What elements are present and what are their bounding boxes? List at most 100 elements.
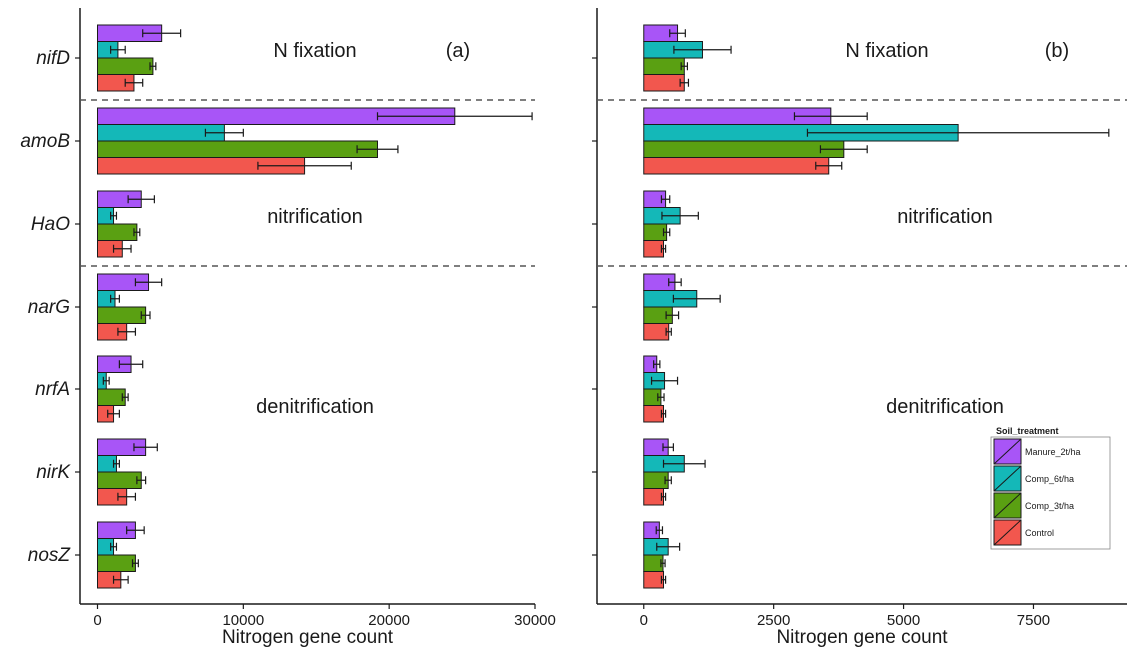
gene-label-nrfA: nrfA (35, 379, 70, 400)
error-bar (134, 278, 163, 287)
gene-label-nosZ: nosZ (28, 545, 72, 566)
error-bar (117, 492, 137, 501)
error-bar (662, 459, 706, 468)
error-bar (356, 145, 399, 154)
error-bar (117, 327, 137, 336)
error-bar (110, 294, 120, 303)
bar-nirK-control (643, 488, 665, 506)
legend-label-0: Manure_2t/ha (1025, 447, 1081, 457)
x-tick-label: 7500 (1017, 612, 1050, 629)
error-bar (668, 278, 682, 287)
panel-label: (a) (446, 40, 470, 62)
error-bar (672, 294, 721, 303)
error-bar (806, 128, 1110, 137)
bar-nosZ-control (643, 571, 665, 589)
group-annotation: nitrification (897, 206, 993, 228)
x-axis-title: Nitrogen gene count (776, 627, 948, 648)
error-bar (660, 559, 666, 568)
error-bar (673, 45, 732, 54)
bar-narG-comp-3t-ha (97, 306, 147, 324)
gene-label-HaO: HaO (31, 214, 70, 235)
bar-amoB-comp-3t-ha (643, 140, 845, 158)
error-bar (815, 161, 843, 170)
error-bar (680, 62, 689, 71)
bar-HaO-comp-3t-ha (97, 223, 138, 241)
error-bar (664, 476, 672, 485)
error-bar (102, 376, 110, 385)
group-annotation: N fixation (273, 40, 356, 62)
error-bar (133, 228, 141, 237)
error-bar (257, 161, 352, 170)
x-tick-label: 10000 (222, 612, 264, 629)
x-tick-label: 5000 (887, 612, 920, 629)
gene-label-narG: narG (28, 297, 70, 318)
panel-b: 0 2500 5000 7500 Nitrogen gene count N fixati… (592, 8, 1127, 648)
gene-label-nirK: nirK (36, 462, 71, 483)
panel-label: (b) (1045, 40, 1069, 62)
error-bar (819, 145, 868, 154)
error-bar (112, 244, 132, 253)
bar-nrfA-control (643, 405, 665, 423)
x-tick-label: 0 (640, 612, 648, 629)
legend-key-slash (993, 519, 1022, 546)
x-axis-title: Nitrogen gene count (222, 627, 394, 648)
error-bar (149, 62, 157, 71)
error-bar (133, 443, 158, 452)
bar-nirK-comp-3t-ha (97, 471, 142, 489)
group-annotation: denitrification (256, 396, 374, 418)
error-bar (107, 409, 120, 418)
legend: Soil_treatment Manure_2t/ha Comp_6t/ha Comp… (990, 426, 1111, 550)
error-bar (376, 112, 533, 121)
error-bar (662, 228, 671, 237)
error-bar (142, 29, 182, 38)
error-bar (660, 575, 667, 584)
legend-key-slash (993, 465, 1022, 492)
bar-nifD-comp-3t-ha (643, 57, 685, 75)
error-bar (204, 128, 244, 137)
x-tick-label: 2500 (757, 612, 790, 629)
error-bar (121, 393, 129, 402)
bar-nifD-control (643, 74, 685, 92)
error-bar (110, 45, 126, 54)
group-annotation: nitrification (267, 206, 363, 228)
error-bar (112, 575, 129, 584)
error-bar (679, 78, 690, 87)
bar-amoB-comp-3t-ha (97, 140, 378, 158)
bar-narG-control (643, 323, 670, 341)
error-bar (660, 492, 667, 501)
bar-nrfA-comp-3t-ha (97, 388, 126, 406)
error-bar (656, 542, 681, 551)
error-bar (665, 327, 672, 336)
x-tick-label: 0 (93, 612, 101, 629)
legend-label-1: Comp_6t/ha (1025, 474, 1074, 484)
gene-label-nifD: nifD (36, 48, 70, 69)
legend-label-3: Control (1025, 528, 1054, 538)
x-tick-label: 30000 (514, 612, 556, 629)
error-bar (653, 360, 661, 369)
legend-key-slash (993, 492, 1022, 519)
legend-label-2: Comp_3t/ha (1025, 501, 1074, 511)
error-bar (660, 195, 671, 204)
error-bar (793, 112, 868, 121)
error-bar (124, 78, 144, 87)
panel-a: 0 10000 20000 30000 Nitrogen gene count nifD a… (20, 8, 556, 648)
bar-amoB-control (643, 157, 830, 175)
error-bar (131, 559, 139, 568)
error-bar (127, 195, 155, 204)
error-bar (112, 459, 120, 468)
error-bar (669, 29, 686, 38)
group-annotation: denitrification (886, 396, 1004, 418)
legend-title: Soil_treatment (996, 426, 1059, 436)
error-bar (655, 526, 664, 535)
bar-nosZ-comp-3t-ha (97, 554, 136, 572)
error-bar (118, 360, 144, 369)
gene-label-amoB: amoB (20, 131, 70, 152)
error-bar (650, 376, 679, 385)
bar-nifD-comp-3t-ha (97, 57, 154, 75)
error-bar (657, 393, 665, 402)
error-bar (661, 211, 699, 220)
error-bar (126, 526, 145, 535)
x-tick-label: 20000 (368, 612, 410, 629)
error-bar (140, 311, 151, 320)
bar-HaO-control (643, 240, 665, 258)
